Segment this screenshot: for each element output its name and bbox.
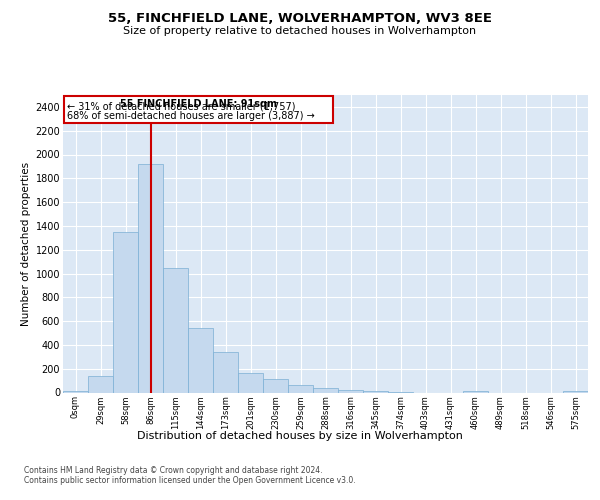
- Bar: [213, 352, 238, 393]
- Text: 68% of semi-detached houses are larger (3,887) →: 68% of semi-detached houses are larger (…: [67, 112, 315, 122]
- Bar: [238, 373, 263, 392]
- Bar: [288, 385, 313, 392]
- Y-axis label: Number of detached properties: Number of detached properties: [22, 162, 31, 326]
- Bar: [163, 268, 188, 392]
- Text: 55 FINCHFIELD LANE: 91sqm: 55 FINCHFIELD LANE: 91sqm: [120, 99, 277, 109]
- Bar: [338, 390, 363, 392]
- Text: 55, FINCHFIELD LANE, WOLVERHAMPTON, WV3 8EE: 55, FINCHFIELD LANE, WOLVERHAMPTON, WV3 …: [108, 12, 492, 26]
- Text: ← 31% of detached houses are smaller (1,757): ← 31% of detached houses are smaller (1,…: [67, 102, 296, 112]
- Bar: [463, 390, 488, 392]
- Text: Size of property relative to detached houses in Wolverhampton: Size of property relative to detached ho…: [124, 26, 476, 36]
- Text: Contains public sector information licensed under the Open Government Licence v3: Contains public sector information licen…: [24, 476, 356, 485]
- Text: Distribution of detached houses by size in Wolverhampton: Distribution of detached houses by size …: [137, 431, 463, 441]
- FancyBboxPatch shape: [64, 96, 333, 123]
- Bar: [88, 376, 113, 392]
- Bar: [263, 380, 288, 392]
- Bar: [138, 164, 163, 392]
- Bar: [313, 388, 338, 392]
- Bar: [188, 328, 213, 392]
- Text: Contains HM Land Registry data © Crown copyright and database right 2024.: Contains HM Land Registry data © Crown c…: [24, 466, 323, 475]
- Bar: [113, 232, 138, 392]
